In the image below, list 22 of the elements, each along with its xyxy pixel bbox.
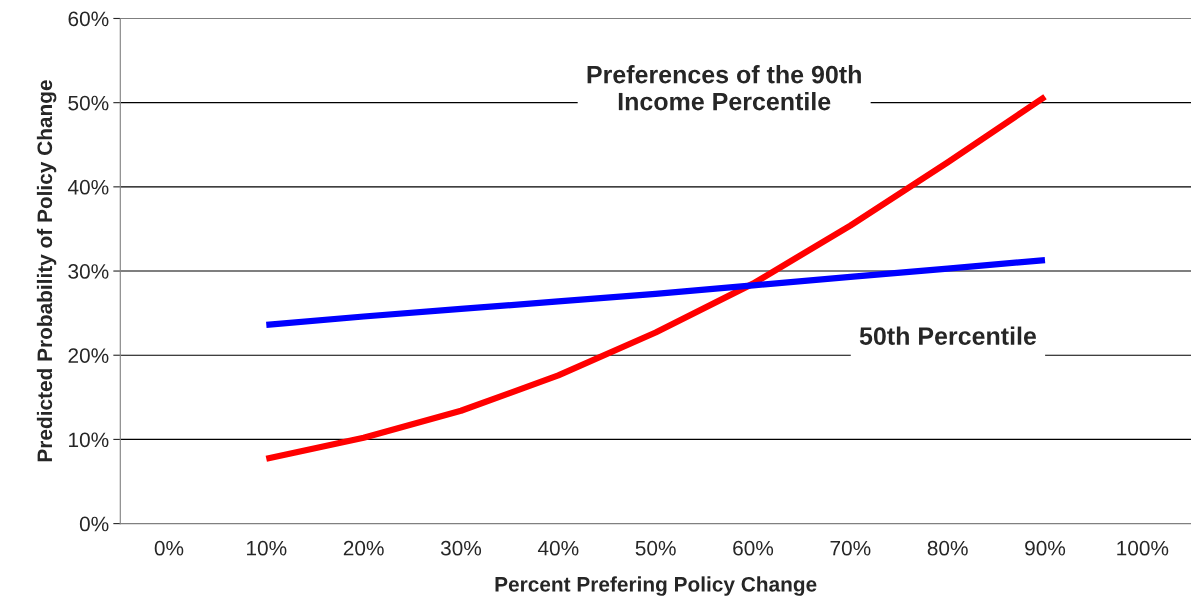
y-axis-title: Predicted Probability of Policy Change bbox=[36, 80, 57, 462]
y-tick-label: 50% bbox=[68, 95, 109, 111]
x-tick-label: 80% bbox=[927, 540, 968, 556]
x-tick-label: 30% bbox=[440, 540, 482, 556]
y-tick-label: 60% bbox=[68, 11, 109, 27]
annotation: Preferences of the 90th Income Percentile bbox=[587, 65, 861, 111]
x-tick-label: 70% bbox=[830, 540, 871, 556]
x-tick-label: 90% bbox=[1025, 540, 1066, 556]
x-tick-label: 100% bbox=[1117, 540, 1169, 556]
x-tick-label: 50% bbox=[635, 540, 676, 556]
y-tick-label: 20% bbox=[68, 348, 109, 363]
y-tick-label: 40% bbox=[67, 179, 109, 195]
x-tick-label: 0% bbox=[154, 540, 184, 556]
x-tick-label: 60% bbox=[733, 540, 774, 556]
x-tick-label: 20% bbox=[343, 540, 384, 556]
x-tick-label: 10% bbox=[247, 540, 287, 556]
x-tick-label: 40% bbox=[537, 540, 579, 556]
x-axis-title: Percent Prefering Policy Change bbox=[495, 576, 817, 596]
y-tick-label: 0% bbox=[79, 516, 109, 532]
y-tick-label: 30% bbox=[68, 264, 109, 279]
y-tick-label: 10% bbox=[69, 432, 109, 448]
annotation: 50th Percentile bbox=[859, 326, 1037, 345]
